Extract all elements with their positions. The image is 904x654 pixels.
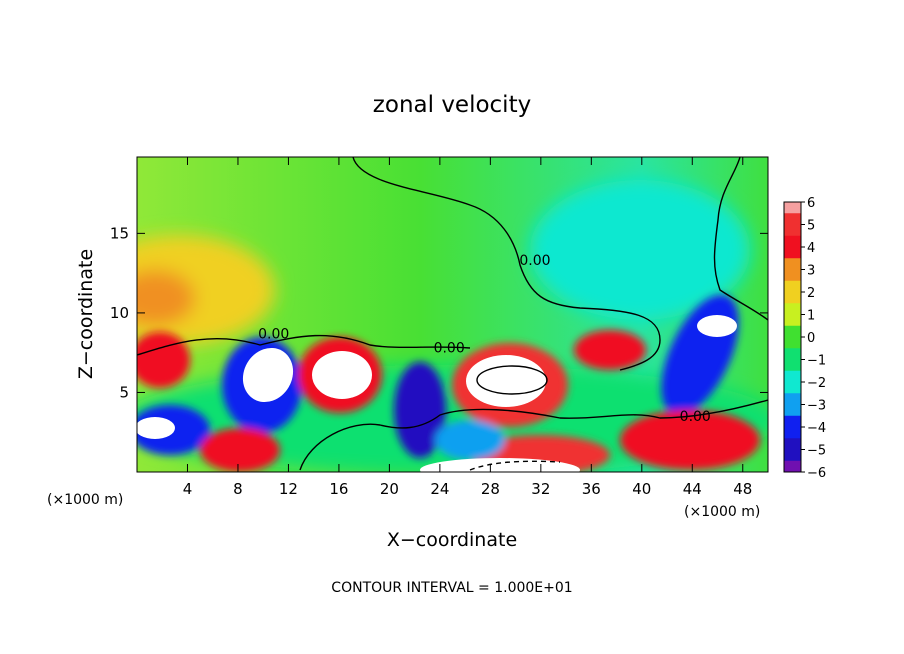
blob-red-7 bbox=[200, 428, 280, 472]
x-tick-label-16: 16 bbox=[329, 480, 348, 498]
y-tick-label-5: 5 bbox=[119, 383, 129, 401]
saturated-white-6 bbox=[420, 458, 580, 472]
colorbar-segment-6a bbox=[784, 337, 801, 349]
colorbar-label-8: −2 bbox=[807, 376, 826, 391]
blob-red-4 bbox=[137, 332, 190, 388]
saturated-white-5 bbox=[137, 417, 175, 439]
colorbar-segment-4a bbox=[784, 292, 801, 304]
chart-title: zonal velocity bbox=[373, 92, 531, 118]
colorbar-segment-11a bbox=[784, 449, 801, 462]
colorbar-label-3: 3 bbox=[807, 264, 815, 279]
colorbar-segment-3b bbox=[784, 280, 801, 293]
saturated-white-3 bbox=[466, 355, 546, 407]
colorbar-label-0: 6 bbox=[807, 196, 815, 211]
colorbar-segment-7b bbox=[784, 370, 801, 383]
colorbar-segment-4b bbox=[784, 303, 801, 315]
y-tick-label-10: 10 bbox=[110, 304, 129, 322]
contour-zero-left bbox=[137, 334, 471, 356]
x-tick-label-44: 44 bbox=[683, 480, 702, 498]
contour-label-2: 0.00 bbox=[519, 253, 550, 269]
saturated-white-2 bbox=[312, 351, 372, 399]
colorbar-label-5: 1 bbox=[807, 309, 815, 324]
colorbar-label-1: 5 bbox=[807, 219, 815, 234]
contour-zero-right bbox=[713, 157, 768, 321]
colorbar-label-9: −3 bbox=[807, 399, 826, 414]
colorbar-label-2: 4 bbox=[807, 241, 815, 256]
colorbar-segment-9b bbox=[784, 415, 801, 428]
x-tick-label-12: 12 bbox=[279, 480, 298, 498]
x-tick-label-32: 32 bbox=[531, 480, 550, 498]
contour-lines bbox=[137, 157, 768, 471]
saturated-white-1 bbox=[242, 347, 294, 403]
contour-dashed bbox=[469, 460, 561, 471]
colorbar-label-10: −4 bbox=[807, 421, 826, 436]
colorbar-segment-8b bbox=[784, 393, 801, 405]
saturated-white-4 bbox=[697, 315, 737, 337]
x-unit-left: (×1000 m) bbox=[47, 492, 123, 508]
heatmap-field bbox=[137, 157, 768, 472]
colorbar-segment-11b bbox=[784, 460, 801, 473]
cool-region-upper-right bbox=[530, 180, 750, 320]
x-tick-label-20: 20 bbox=[380, 480, 399, 498]
contour-interval-footer: CONTOUR INTERVAL = 1.000E+01 bbox=[331, 580, 572, 596]
blob-red-3 bbox=[574, 330, 646, 370]
y-tick-label-15: 15 bbox=[110, 224, 129, 242]
colorbar-segment-0a bbox=[784, 202, 801, 214]
contour-label-0: 0.00 bbox=[258, 326, 289, 342]
colorbar-segment-2b bbox=[784, 258, 801, 270]
colorbar-label-11: −5 bbox=[807, 444, 826, 459]
contour-inner-ellipse bbox=[476, 365, 548, 395]
colorbar-segment-8a bbox=[784, 382, 801, 394]
colorbar-label-4: 2 bbox=[807, 286, 815, 301]
contour-label-3: 0.00 bbox=[680, 409, 711, 425]
y-axis-label: Z−coordinate bbox=[75, 249, 97, 379]
y-axis: 5 10 15 bbox=[110, 224, 768, 401]
blob-blue-2 bbox=[394, 362, 446, 458]
x-unit-right: (×1000 m) bbox=[684, 504, 760, 520]
colorbar-segment-7a bbox=[784, 359, 801, 372]
blob-blue-5 bbox=[435, 420, 505, 460]
contour-label-1: 0.00 bbox=[434, 341, 465, 357]
x-axis: 4 8 12 16 20 24 28 32 36 40 44 48 bbox=[183, 157, 752, 498]
colorbar-segment-6b bbox=[784, 348, 801, 360]
colorbar-segment-0b bbox=[784, 213, 801, 225]
colorbar-label-12: −6 bbox=[807, 466, 826, 481]
x-tick-label-8: 8 bbox=[233, 480, 243, 498]
contour-labels: 0.00 0.00 0.00 0.00 bbox=[258, 253, 711, 425]
colorbar-segment-5b bbox=[784, 325, 801, 338]
contour-zero-mid bbox=[299, 399, 768, 471]
warm-core-upper-left bbox=[137, 270, 195, 326]
x-tick-label-24: 24 bbox=[430, 480, 449, 498]
colorbar-segment-2a bbox=[784, 247, 801, 259]
colorbar-segment-1a bbox=[784, 224, 801, 237]
colorbar: 6 5 4 3 2 1 0 −1 −2 −3 −4 −5 −6 bbox=[783, 196, 826, 481]
x-tick-label-36: 36 bbox=[582, 480, 601, 498]
x-axis-label: X−coordinate bbox=[387, 529, 517, 551]
blob-red-6 bbox=[620, 410, 760, 470]
colorbar-label-7: −1 bbox=[807, 354, 826, 369]
x-tick-label-48: 48 bbox=[733, 480, 752, 498]
plot-frame bbox=[136, 156, 769, 473]
colorbar-segment-1b bbox=[784, 235, 801, 248]
x-tick-label-40: 40 bbox=[632, 480, 651, 498]
colorbar-segment-5a bbox=[784, 314, 801, 327]
contour-zero-upper bbox=[352, 157, 661, 371]
colorbar-segment-9a bbox=[784, 404, 801, 417]
x-tick-label-28: 28 bbox=[481, 480, 500, 498]
colorbar-label-6: 0 bbox=[807, 331, 815, 346]
colorbar-segment-3a bbox=[784, 269, 801, 282]
x-tick-label-4: 4 bbox=[183, 480, 193, 498]
colorbar-segment-10a bbox=[784, 427, 801, 439]
colorbar-segment-10b bbox=[784, 438, 801, 450]
